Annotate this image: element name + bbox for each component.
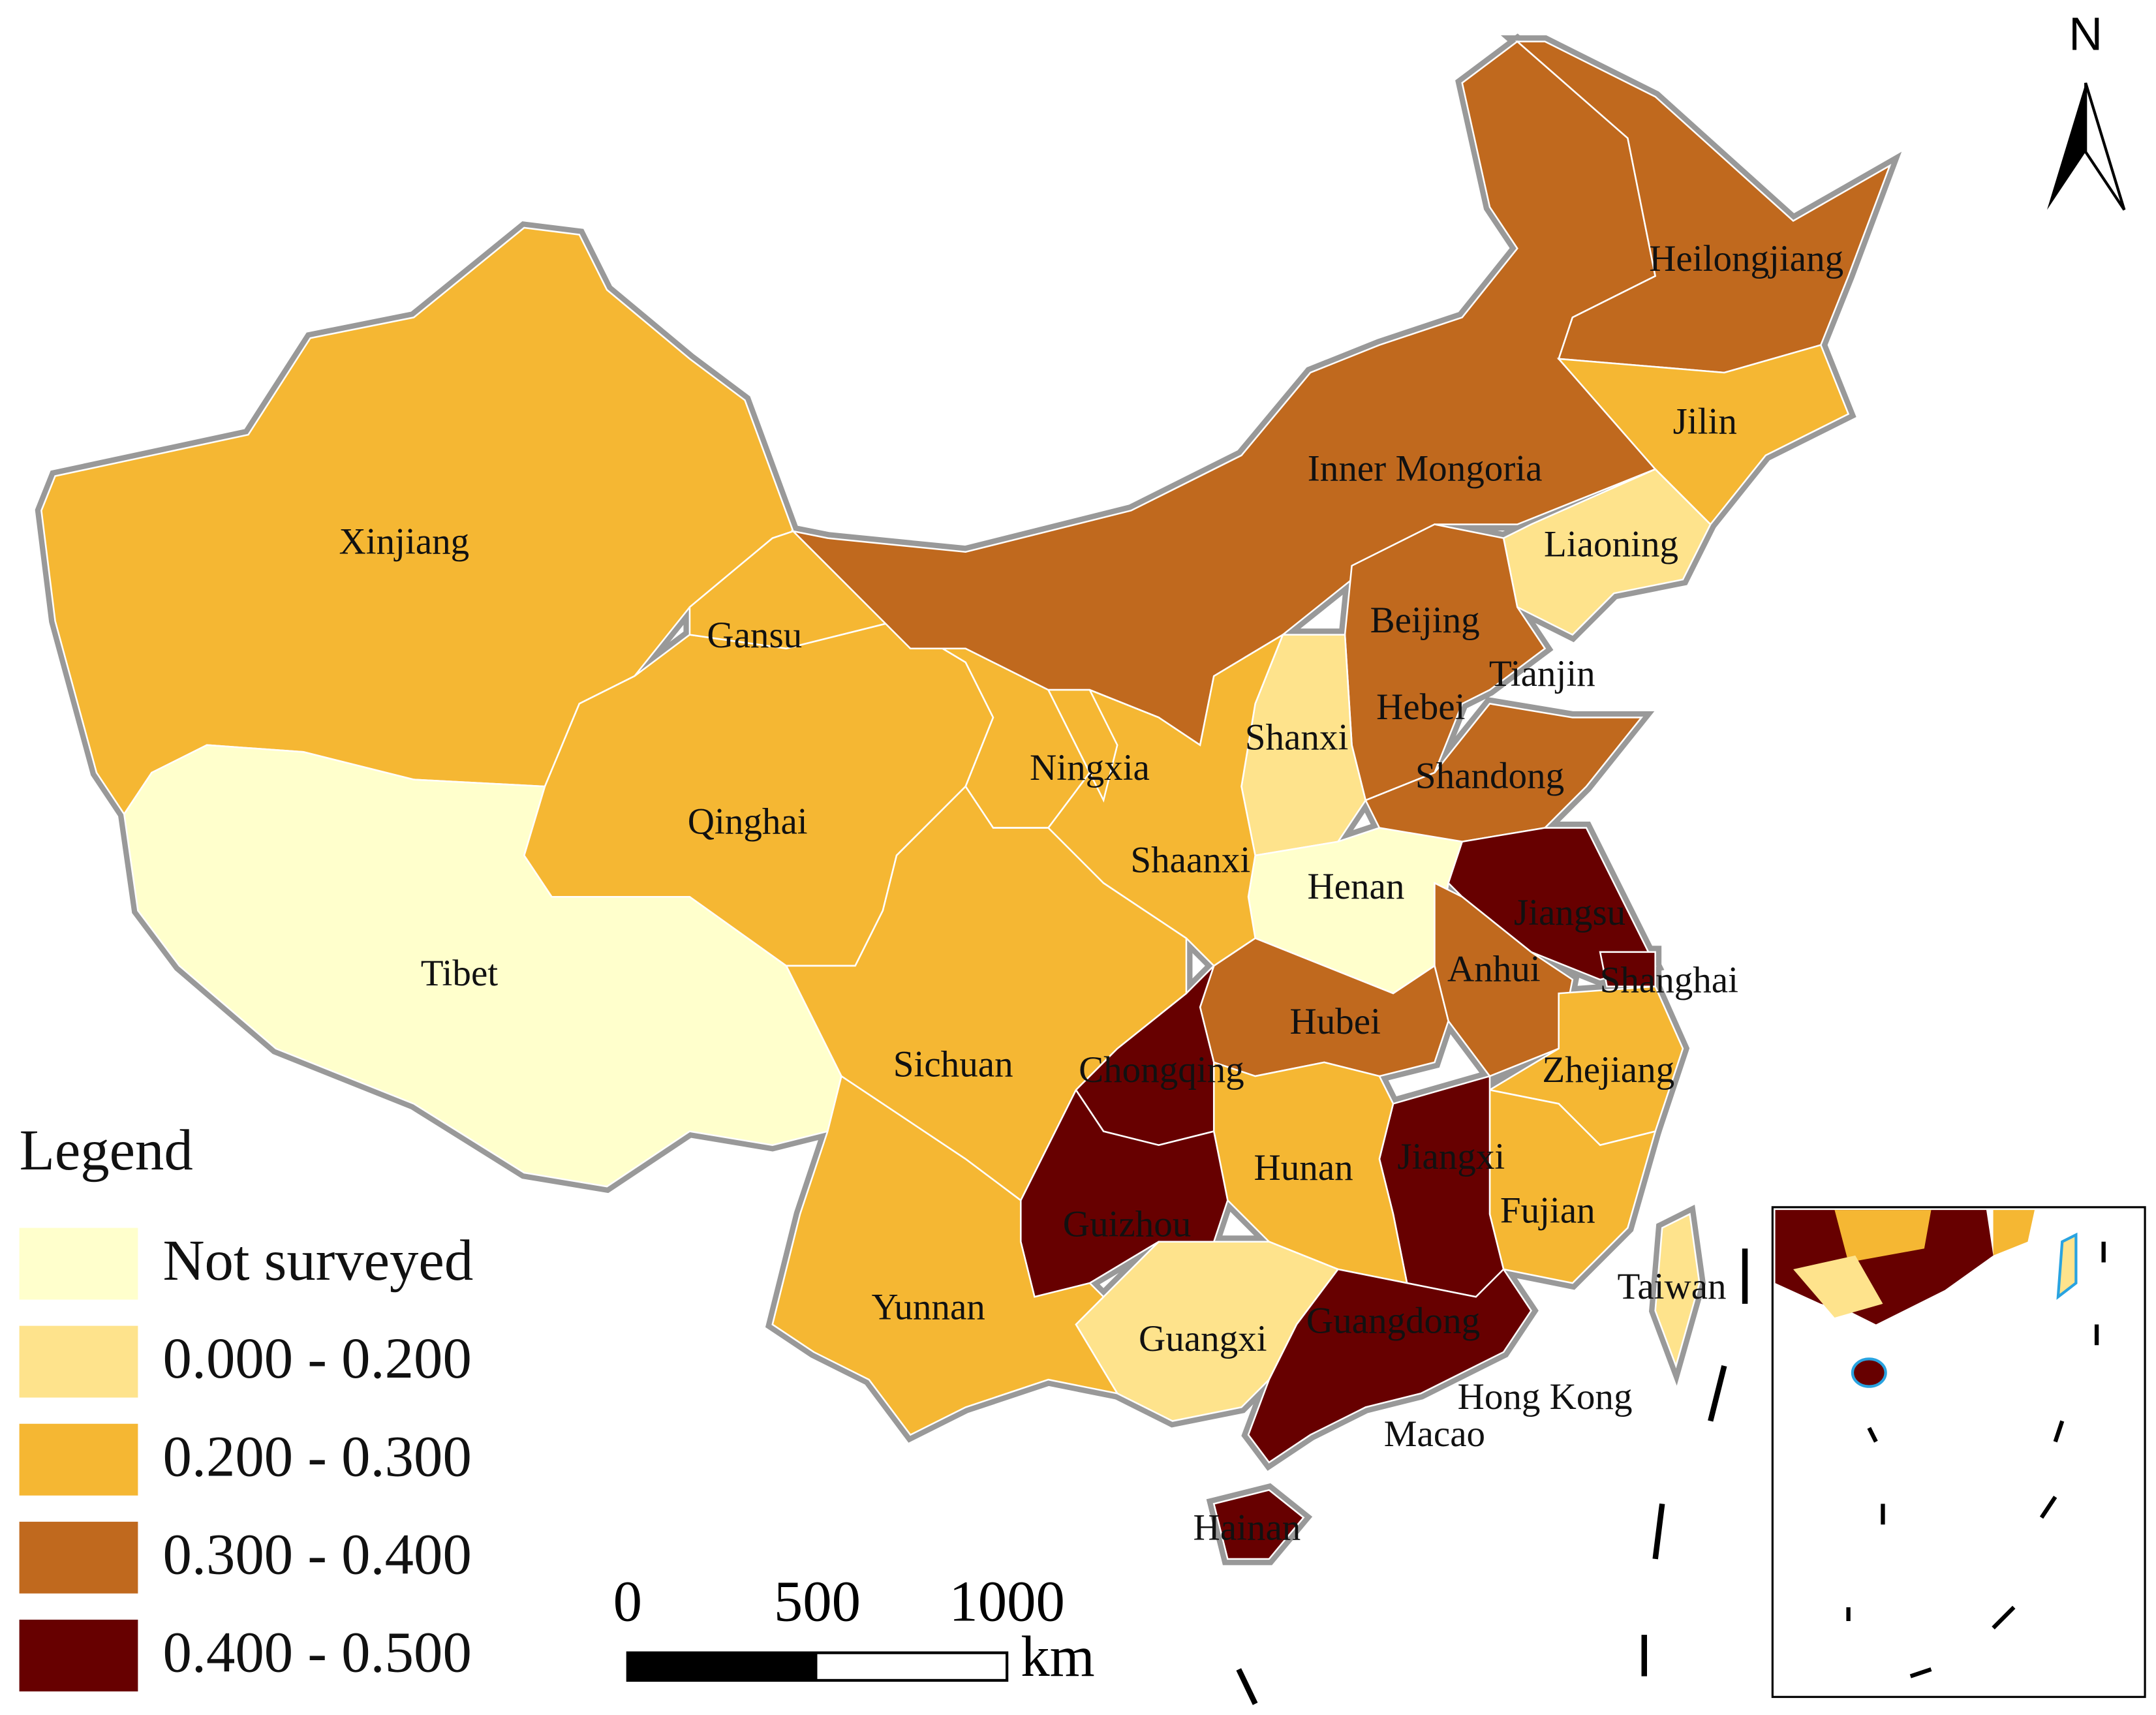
- legend-swatch: [19, 1423, 138, 1496]
- legend-label: 0.200 - 0.300: [162, 1425, 471, 1489]
- region-label: Sichuan: [893, 1043, 1013, 1085]
- region-label: Guangxi: [1139, 1318, 1267, 1359]
- region-label: Inner Mongoria: [1308, 448, 1543, 489]
- scale-tick-label: 0: [613, 1569, 642, 1633]
- inset: [1771, 1206, 2146, 1698]
- region-label: Henan: [1307, 866, 1404, 907]
- region-label: Chongqing: [1079, 1049, 1244, 1090]
- region-label: Hong Kong: [1458, 1376, 1633, 1417]
- region: [1047, 632, 1285, 967]
- region-label: Guizhou: [1063, 1204, 1192, 1245]
- legend-title: Legend: [20, 1119, 193, 1182]
- region-label: Jiangxi: [1397, 1136, 1505, 1177]
- north-arrow: N: [2047, 8, 2126, 211]
- region-label: Taiwan: [1617, 1266, 1726, 1307]
- regions: [35, 33, 1902, 1566]
- labels: Xinjiang Tibet Qinghai Gansu Inner Mongoria H…: [339, 238, 1844, 1549]
- scale-tick-label: 1000: [949, 1569, 1065, 1633]
- region-label: Anhui: [1447, 949, 1541, 990]
- boundary-dashes: [1236, 1248, 1748, 1705]
- region-label: Zhejiang: [1542, 1049, 1674, 1090]
- legend-swatch: [19, 1521, 138, 1594]
- scale-unit: km: [1021, 1625, 1094, 1689]
- region-label: Yunnan: [871, 1287, 985, 1328]
- scale-tick-label: 500: [774, 1569, 861, 1633]
- region-label: Tibet: [421, 953, 499, 994]
- region-label: Heilongjiang: [1649, 238, 1843, 279]
- legend: Legend Not surveyed 0.000 - 0.200 0.200 - …: [19, 1119, 473, 1692]
- region-label: Shandong: [1415, 756, 1564, 797]
- region-label: Shaanxi: [1130, 840, 1250, 881]
- region-label: Guangdong: [1306, 1301, 1480, 1342]
- region-label: Fujian: [1500, 1190, 1595, 1231]
- region: [1212, 1489, 1305, 1560]
- region-label: Hainan: [1194, 1507, 1301, 1549]
- region: [1654, 1213, 1701, 1369]
- region-label: Hebei: [1376, 687, 1465, 728]
- region-label: Shanxi: [1245, 717, 1349, 758]
- region: [1047, 688, 1118, 803]
- region-label: Hubei: [1290, 1001, 1381, 1042]
- region-label: Tianjin: [1489, 653, 1595, 694]
- legend-label: 0.000 - 0.200: [162, 1327, 471, 1391]
- region-label: Gansu: [707, 615, 802, 656]
- scale-bar-segment: [627, 1652, 818, 1680]
- region-label: Jiangsu: [1514, 892, 1625, 933]
- north-label: N: [2069, 8, 2102, 60]
- legend-swatch: [19, 1325, 138, 1398]
- legend-label: 0.400 - 0.500: [162, 1620, 471, 1684]
- legend-swatch: [19, 1619, 138, 1692]
- region-label: Ningxia: [1030, 747, 1150, 788]
- legend-label: 0.300 - 0.400: [162, 1522, 471, 1586]
- region-label: Qinghai: [688, 801, 808, 842]
- region-label: Jilin: [1673, 401, 1737, 442]
- region: [1502, 468, 1712, 636]
- region-label: Macao: [1384, 1414, 1485, 1455]
- region: [1247, 1268, 1532, 1464]
- region-label: Beijing: [1370, 600, 1480, 641]
- region-label: Liaoning: [1544, 524, 1678, 565]
- region-label: Shanghai: [1600, 960, 1738, 1001]
- region-label: Hunan: [1254, 1147, 1353, 1188]
- region-label: Xinjiang: [339, 521, 470, 562]
- legend-swatch: [19, 1228, 138, 1300]
- legend-label: Not surveyed: [162, 1229, 473, 1293]
